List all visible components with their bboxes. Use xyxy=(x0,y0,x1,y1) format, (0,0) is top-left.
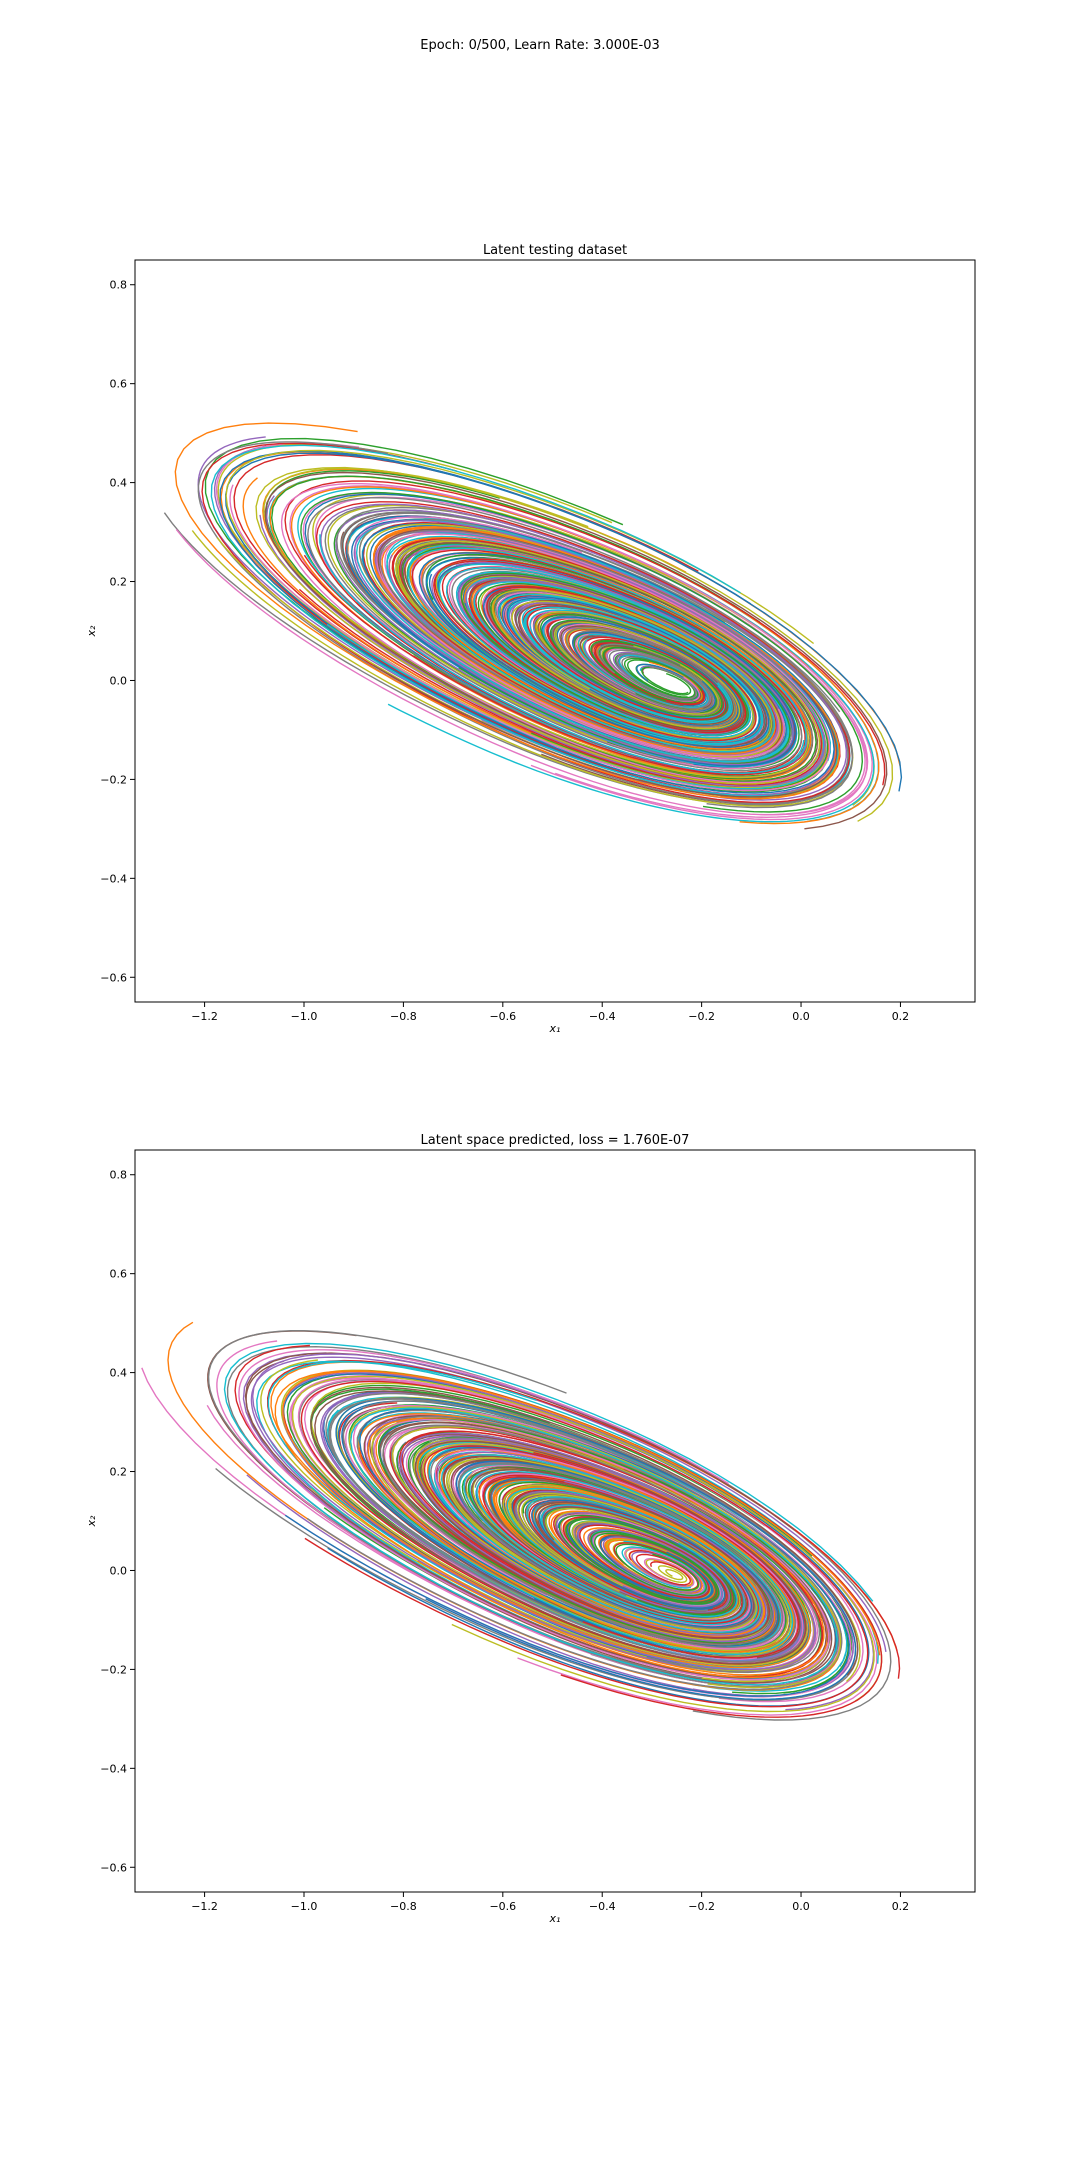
trajectory-layer xyxy=(141,1321,901,1721)
y-tick-label: −0.2 xyxy=(100,773,127,786)
trajectory-line xyxy=(458,572,791,765)
y-tick-label: 0.6 xyxy=(110,1268,128,1281)
y-tick-label: 0.8 xyxy=(110,1169,128,1182)
trajectory-layer xyxy=(163,422,903,830)
y-tick-label: −0.6 xyxy=(100,1861,127,1874)
chart-title: Latent testing dataset xyxy=(483,243,627,258)
trajectory-line xyxy=(175,483,869,816)
plot-frame xyxy=(134,1149,976,1893)
x-tick-label: −1.0 xyxy=(291,1010,318,1023)
plot-frame xyxy=(134,259,976,1003)
y-tick-label: −0.6 xyxy=(100,971,127,984)
trajectory-line xyxy=(229,484,831,792)
trajectory-line xyxy=(255,466,894,822)
trajectory-line xyxy=(353,520,794,766)
y-axis-label: x₂ xyxy=(85,1515,98,1528)
y-tick-label: 0.0 xyxy=(110,674,128,687)
x-tick-label: −0.4 xyxy=(589,1010,616,1023)
x-tick-label: 0.0 xyxy=(792,1900,810,1913)
y-tick-label: −0.4 xyxy=(100,872,127,885)
x-axis-label: x₁ xyxy=(549,1022,561,1035)
x-tick-label: −0.6 xyxy=(489,1010,516,1023)
y-tick-label: 0.6 xyxy=(110,378,128,391)
trajectory-line xyxy=(251,1353,817,1673)
trajectory-line xyxy=(543,614,726,716)
x-tick-label: −0.6 xyxy=(489,1900,516,1913)
trajectory-line xyxy=(476,1470,782,1648)
x-tick-label: −1.2 xyxy=(191,1900,218,1913)
trajectory-line xyxy=(223,1342,874,1686)
trajectory-line xyxy=(477,582,776,745)
y-tick-label: 0.2 xyxy=(110,1466,128,1479)
trajectory-line xyxy=(284,480,886,786)
figure-suptitle: Epoch: 0/500, Learn Rate: 3.000E-03 xyxy=(420,38,660,53)
trajectory-line xyxy=(379,529,790,754)
trajectory-line xyxy=(310,1386,859,1676)
trajectory-line xyxy=(358,1413,829,1679)
trajectory-line xyxy=(267,1361,811,1669)
x-tick-label: −1.0 xyxy=(291,1900,318,1913)
x-axis-label: x₁ xyxy=(549,1912,561,1925)
x-tick-label: 0.0 xyxy=(792,1010,810,1023)
x-tick-label: −0.4 xyxy=(589,1900,616,1913)
latent-predicted-chart: −1.2 −1.0 −0.8 −0.6 −0.4 −0.2 0.0 0.2 −0.6 −0.4 −0… xyxy=(85,1133,976,1925)
y-tick-label: 0.2 xyxy=(110,576,128,589)
trajectory-line xyxy=(319,534,808,774)
x-tick-label: −0.2 xyxy=(688,1010,715,1023)
x-tick-label: 0.2 xyxy=(892,1010,910,1023)
trajectory-line xyxy=(348,1406,842,1689)
x-tick-label: −0.8 xyxy=(390,1010,417,1023)
trajectory-line xyxy=(290,486,812,778)
x-tick-label: 0.2 xyxy=(892,1900,910,1913)
y-tick-label: 0.4 xyxy=(110,477,128,490)
trajectory-line xyxy=(238,1349,830,1681)
y-tick-label: −0.2 xyxy=(100,1663,127,1676)
x-tick-label: −0.2 xyxy=(688,1900,715,1913)
y-tick-label: −0.4 xyxy=(100,1762,127,1775)
axes-layer: −1.2 −1.0 −0.8 −0.6 −0.4 −0.2 0.0 0.2 −0.6 −0.4 −0… xyxy=(100,279,909,1023)
x-tick-label: −1.2 xyxy=(191,1010,218,1023)
chart-title: Latent space predicted, loss = 1.760E-07 xyxy=(421,1133,690,1148)
trajectory-line xyxy=(515,1494,735,1616)
axes-layer: −1.2 −1.0 −0.8 −0.6 −0.4 −0.2 0.0 0.2 −0.6 −0.4 −0… xyxy=(100,1169,909,1913)
trajectory-line xyxy=(284,1408,851,1697)
y-tick-label: 0.8 xyxy=(110,279,128,292)
y-axis-label: x₂ xyxy=(85,625,98,638)
x-tick-label: −0.8 xyxy=(390,1900,417,1913)
y-tick-label: 0.4 xyxy=(110,1367,128,1380)
trajectory-line xyxy=(565,1517,732,1613)
latent-testing-chart: −1.2 −1.0 −0.8 −0.6 −0.4 −0.2 0.0 0.2 −0.6 −0.4 −0… xyxy=(85,243,976,1035)
y-tick-label: 0.0 xyxy=(110,1564,128,1577)
